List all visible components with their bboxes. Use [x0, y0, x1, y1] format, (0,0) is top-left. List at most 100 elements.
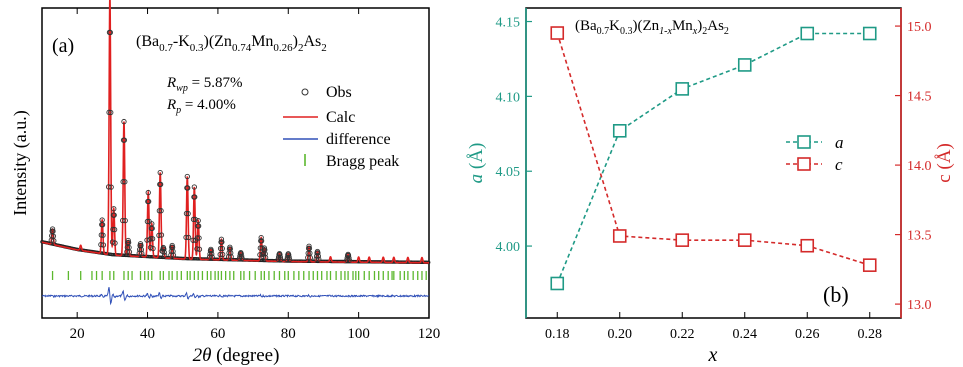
obs-point — [238, 253, 245, 259]
obs-point — [262, 254, 269, 261]
x-tick-label: 120 — [418, 326, 441, 342]
legend-a-marker — [797, 135, 811, 149]
obs-point — [195, 217, 201, 224]
x-axis-ticks-b: 0.18 0.20 0.22 0.24 0.26 0.28 — [545, 312, 882, 342]
data-point-a — [800, 26, 815, 41]
x-tick-label: 0.26 — [795, 327, 820, 342]
obs-point — [122, 217, 128, 224]
obs-point — [258, 238, 265, 244]
panel-label-a: (a) — [52, 35, 74, 57]
obs-point — [50, 228, 56, 234]
panel-label-b: (b) — [823, 282, 849, 307]
legend-a: Obs Calc difference Bragg peak — [283, 84, 399, 170]
left-tick-label: 4.05 — [496, 165, 521, 180]
obs-point — [278, 256, 284, 262]
obs-point — [145, 189, 151, 196]
obs-point — [228, 250, 234, 256]
obs-point — [209, 251, 215, 257]
obs-markers — [48, 29, 352, 263]
obs-point — [208, 248, 214, 254]
obs-point — [307, 255, 313, 261]
obs-point — [150, 245, 156, 252]
x-tick-label: 0.20 — [608, 327, 633, 342]
legend-obs-marker — [301, 88, 309, 96]
obs-point — [108, 184, 114, 190]
obs-point — [218, 236, 225, 242]
obs-point — [346, 257, 352, 263]
obs-point — [346, 255, 352, 261]
series-group — [550, 26, 877, 291]
data-point-a — [737, 58, 752, 72]
obs-point — [99, 222, 106, 228]
legend-b: a c — [786, 133, 844, 174]
obs-point — [161, 252, 168, 258]
x-tick-label: 0.24 — [733, 327, 758, 342]
legend-c-marker — [797, 157, 811, 171]
left-tick-label: 4.10 — [496, 90, 521, 105]
chart-title-a: (Ba0.7-K0.3)(Zn0.74Mn0.26)2As2 — [136, 33, 327, 54]
x-axis-label-b: x — [708, 344, 718, 366]
right-tick-label: 14.0 — [907, 159, 932, 174]
obs-point — [158, 208, 164, 214]
y-axis-label-a: Intensity (a.u.) — [10, 110, 31, 215]
data-point-a — [550, 276, 565, 291]
obs-point — [306, 243, 312, 249]
obs-point — [194, 235, 201, 241]
right-tick-label: 15.0 — [907, 20, 932, 35]
obs-point — [194, 246, 200, 252]
x-tick-label: 20 — [70, 326, 85, 342]
obs-point — [158, 232, 165, 238]
obs-point — [149, 236, 156, 242]
obs-point — [139, 250, 145, 256]
legend-calc-label: Calc — [326, 109, 355, 126]
obs-point — [185, 185, 191, 191]
bragg-ticks — [51, 271, 427, 280]
obs-point — [107, 29, 113, 36]
x-tick-label: 0.28 — [858, 327, 883, 342]
data-point-c — [800, 238, 815, 253]
obs-point — [195, 223, 202, 229]
obs-point — [111, 212, 117, 218]
obs-point — [98, 241, 104, 248]
obs-point — [108, 109, 114, 116]
calc-line — [41, 0, 429, 264]
lattice-panel: 0.18 0.20 0.22 0.24 0.26 0.28 4.00 4.05 4.10 4.1… — [466, 7, 955, 366]
obs-point — [100, 232, 106, 238]
obs-point — [156, 208, 163, 214]
obs-point — [105, 184, 112, 190]
obs-point — [100, 242, 107, 248]
obs-point — [192, 194, 198, 200]
obs-point — [111, 206, 117, 212]
obs-point — [315, 250, 321, 256]
obs-point — [183, 210, 190, 217]
x-tick-label: 0.18 — [545, 327, 570, 342]
obs-point — [161, 249, 167, 255]
obs-point — [184, 173, 190, 180]
data-point-a — [862, 26, 877, 41]
obs-point — [196, 246, 203, 252]
obs-point — [191, 184, 197, 190]
obs-point — [277, 254, 283, 260]
legend-diff-label: difference — [326, 131, 391, 148]
obs-point — [209, 254, 215, 260]
obs-point — [185, 210, 191, 217]
x-tick-label: 60 — [210, 326, 225, 342]
obs-point — [121, 118, 127, 125]
obs-point — [196, 235, 202, 241]
obs-point — [220, 251, 226, 258]
series-line-a — [556, 32, 870, 284]
obs-point — [138, 246, 145, 253]
x-tick-label: 0.22 — [670, 327, 695, 342]
obs-point — [239, 255, 245, 262]
obs-point — [262, 251, 268, 257]
right-tick-label: 13.5 — [907, 229, 932, 244]
obs-point — [315, 253, 321, 259]
obs-point — [185, 234, 192, 241]
obs-point — [286, 256, 293, 263]
left-tick-label: 4.15 — [496, 16, 521, 31]
obs-point — [122, 179, 128, 185]
obs-point — [286, 254, 292, 260]
obs-point — [146, 237, 153, 243]
legend-obs-label: Obs — [326, 84, 352, 101]
